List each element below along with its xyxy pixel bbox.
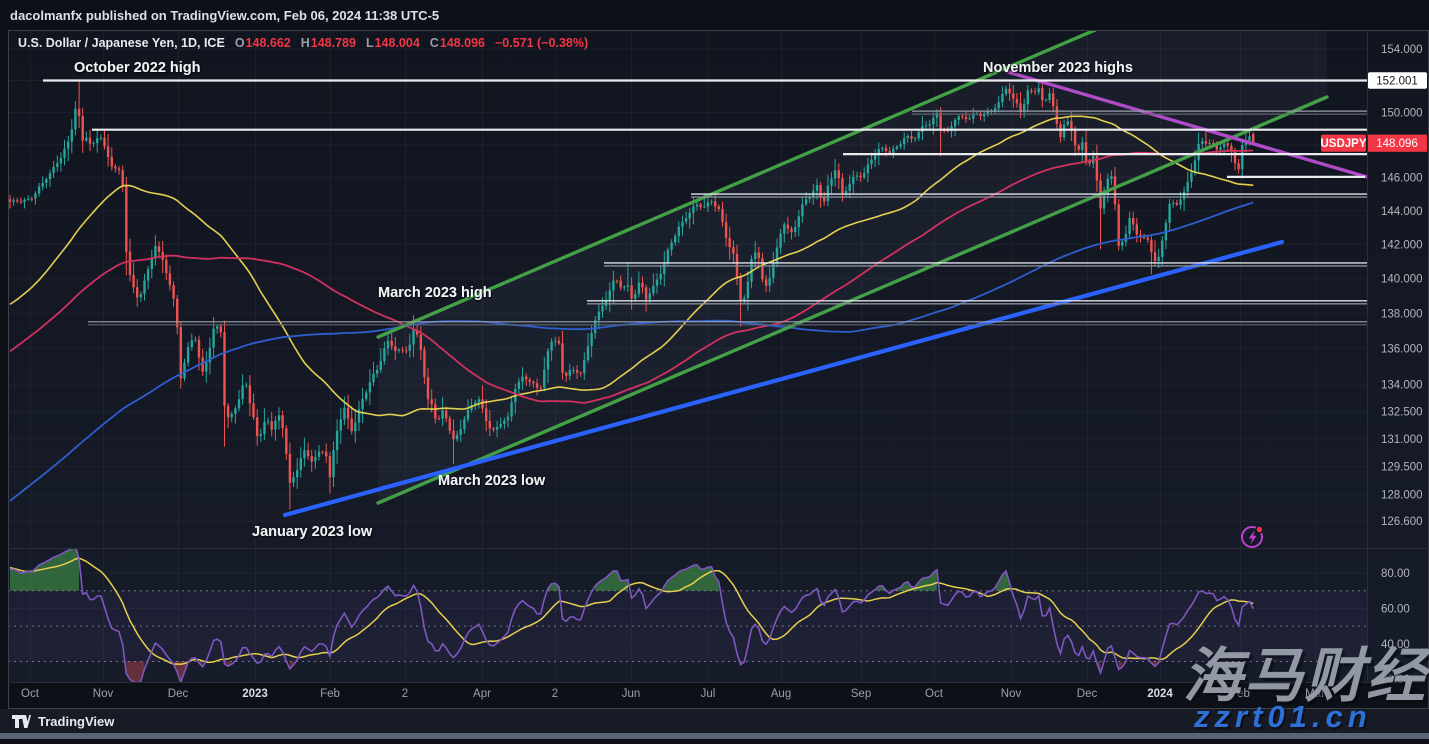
ohlc-low: L148.004 xyxy=(365,36,420,50)
svg-text:128.000: 128.000 xyxy=(1381,490,1423,502)
svg-text:131.000: 131.000 xyxy=(1381,434,1423,446)
sma-100-line xyxy=(9,149,1254,404)
price-axis[interactable]: 154.000 150.000 146.000 144.000 142.000 140.0… xyxy=(1381,44,1423,686)
ohlc-close: C148.096 xyxy=(429,36,485,50)
svg-text:2: 2 xyxy=(402,688,408,700)
annotation-label[interactable]: January 2023 low xyxy=(252,524,373,540)
svg-text:142.000: 142.000 xyxy=(1381,240,1423,252)
sma-200-line xyxy=(9,201,1254,502)
svg-text:126.600: 126.600 xyxy=(1381,516,1423,528)
symbol-title: U.S. Dollar / Japanese Yen, 1D, ICE xyxy=(18,36,225,50)
svg-text:Feb: Feb xyxy=(320,688,340,700)
rsi-oversold-fill xyxy=(126,661,1159,682)
svg-text:129.500: 129.500 xyxy=(1381,462,1423,474)
ohlc-open: O148.662 xyxy=(234,36,291,50)
sma-50-line xyxy=(9,115,1254,417)
svg-text:40.00: 40.00 xyxy=(1381,639,1410,651)
svg-text:2023: 2023 xyxy=(242,688,268,700)
svg-text:136.000: 136.000 xyxy=(1381,344,1423,356)
svg-text:Feb: Feb xyxy=(1230,688,1250,700)
svg-text:Jun: Jun xyxy=(622,688,641,700)
svg-text:140.000: 140.000 xyxy=(1381,274,1423,286)
svg-text:150.000: 150.000 xyxy=(1381,107,1423,119)
annotation-label[interactable]: March 2023 low xyxy=(438,473,546,489)
published-bar: dacolmanfx published on TradingView.com,… xyxy=(0,0,1429,30)
annotation-label[interactable]: October 2022 high xyxy=(74,60,201,76)
svg-text:Dec: Dec xyxy=(1077,688,1098,700)
ohlc-high: H148.789 xyxy=(300,36,356,50)
support-trendline[interactable] xyxy=(282,239,1285,518)
svg-text:Mar: Mar xyxy=(1305,688,1325,700)
svg-text:USDJPY: USDJPY xyxy=(1320,138,1366,150)
price-pane[interactable] xyxy=(8,30,1367,548)
rsi-overbought-fill xyxy=(10,549,1010,591)
time-axis[interactable]: Oct Nov Dec 2023 Feb 2 Apr 2 Jun Jul Aug Sep Oct Nov D… xyxy=(21,688,1325,700)
svg-text:Oct: Oct xyxy=(21,688,40,700)
watermark-cjk: 海马财经 xyxy=(1183,643,1428,709)
svg-text:Aug: Aug xyxy=(771,688,791,700)
notification-dot xyxy=(1255,525,1264,534)
svg-text:Jul: Jul xyxy=(701,688,716,700)
svg-text:132.500: 132.500 xyxy=(1381,406,1423,418)
tradingview-logo[interactable] xyxy=(12,714,31,729)
channel-lower[interactable] xyxy=(376,95,1329,505)
svg-text:Oct: Oct xyxy=(925,688,944,700)
bottom-strip xyxy=(0,733,1429,739)
published-text: dacolmanfx published on TradingView.com,… xyxy=(10,7,440,23)
symbol-legend[interactable]: U.S. Dollar / Japanese Yen, 1D, ICE O148… xyxy=(18,36,588,50)
svg-text:Apr: Apr xyxy=(473,688,491,700)
svg-text:152.001: 152.001 xyxy=(1376,76,1418,88)
footer-bar: TradingView xyxy=(0,709,1429,733)
svg-text:138.000: 138.000 xyxy=(1381,308,1423,320)
svg-text:Nov: Nov xyxy=(1001,688,1022,700)
bolt-glyph xyxy=(1248,530,1257,545)
svg-text:80.00: 80.00 xyxy=(1381,568,1410,580)
current-price-marker: USDJPY 148.096 xyxy=(1320,134,1427,152)
svg-text:Dec: Dec xyxy=(168,688,189,700)
annotation-label[interactable]: March 2023 high xyxy=(378,285,492,301)
svg-text:134.000: 134.000 xyxy=(1381,379,1423,391)
level-price-label: 152.001 xyxy=(1368,72,1427,89)
svg-text:144.000: 144.000 xyxy=(1381,206,1423,218)
rsi-line xyxy=(9,549,1254,682)
annotation-label[interactable]: November 2023 highs xyxy=(983,60,1133,76)
svg-text:146.000: 146.000 xyxy=(1381,173,1423,185)
svg-text:148.096: 148.096 xyxy=(1376,138,1418,150)
rsi-smooth-line xyxy=(9,557,1254,665)
footer-brand[interactable]: TradingView xyxy=(38,713,115,729)
gridlines xyxy=(8,30,1367,682)
rsi-pane[interactable] xyxy=(8,549,1367,682)
lightning-boost-icon[interactable] xyxy=(1238,522,1267,551)
resistance-trendline[interactable] xyxy=(1006,70,1367,179)
svg-text:2024: 2024 xyxy=(1147,688,1173,700)
svg-text:20.00: 20.00 xyxy=(1381,674,1410,686)
svg-text:60.00: 60.00 xyxy=(1381,603,1410,615)
change-value: −0.571 (−0.38%) xyxy=(495,36,589,50)
watermark-domain: zzrt01.cn xyxy=(1194,699,1372,734)
svg-text:154.000: 154.000 xyxy=(1381,44,1423,56)
svg-text:2: 2 xyxy=(552,688,558,700)
svg-text:Sep: Sep xyxy=(851,688,871,700)
boost-circle xyxy=(1241,526,1263,548)
svg-text:Nov: Nov xyxy=(93,688,114,700)
